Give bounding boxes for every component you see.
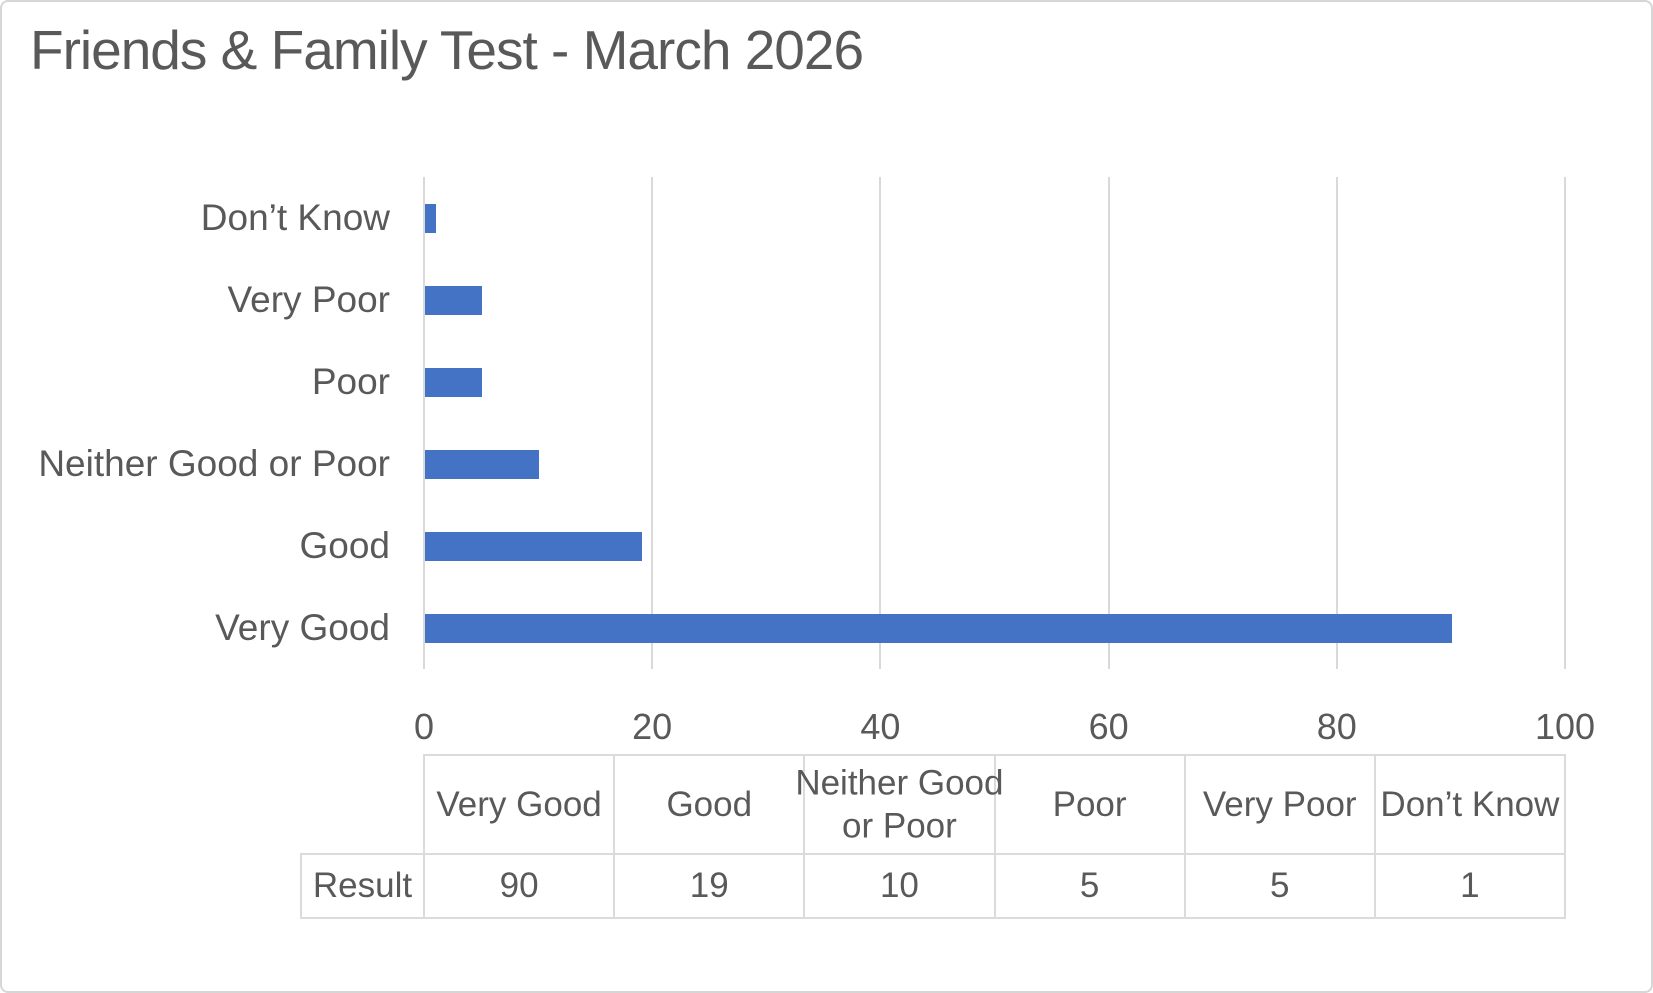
gridline (1564, 177, 1566, 669)
table-border-vertical (1373, 754, 1376, 919)
table-header-cell: Very Poor (1202, 784, 1357, 824)
table-header-cell: Don’t Know (1380, 784, 1560, 824)
gridline (651, 177, 654, 669)
x-tick-label: 60 (1088, 706, 1129, 747)
table-value-cell: 1 (1460, 866, 1480, 906)
category-label: Don’t Know (200, 197, 390, 238)
bar-good (425, 531, 642, 561)
table-border-middle (300, 853, 1566, 855)
x-tick-label: 20 (632, 706, 673, 747)
table-border-vertical (1564, 754, 1566, 919)
x-tick-label: 0 (413, 706, 435, 747)
table-value-cell: 5 (1270, 866, 1290, 906)
x-tick-label: 100 (1534, 706, 1596, 747)
gridline (879, 177, 882, 669)
category-label: Very Poor (227, 279, 390, 320)
bar-very-poor (425, 285, 483, 315)
gridline (1107, 177, 1110, 669)
category-label: Poor (311, 361, 390, 402)
table-header-cell: Very Good (436, 784, 602, 824)
category-label: Very Good (215, 607, 390, 648)
bar-poor (425, 367, 483, 397)
value-axis-line (423, 177, 425, 669)
x-tick-label: 40 (860, 706, 901, 747)
plot-area (423, 177, 1566, 669)
table-header-cell: Poor (1052, 784, 1127, 824)
table-border-vertical (613, 754, 616, 919)
table-header-cell: Good (666, 784, 753, 824)
table-value-cell: 10 (879, 866, 919, 906)
bar-very-good (425, 613, 1452, 643)
table-border-vertical (423, 754, 425, 919)
table-value-cell: 90 (499, 866, 539, 906)
table-value-cell: 5 (1079, 866, 1100, 906)
gridline (1335, 177, 1338, 669)
table-border-bottom (300, 917, 1566, 919)
category-label: Good (299, 525, 390, 566)
x-tick-label: 80 (1316, 706, 1357, 747)
chart-title: Friends & Family Test - March 2026 (30, 19, 864, 81)
table-value-cell: 19 (689, 866, 729, 906)
table-row-label: Result (312, 866, 413, 906)
table-border-vertical (1183, 754, 1186, 919)
table-header-cell: Neither Good or Poor (795, 762, 1004, 846)
category-label: Neither Good or Poor (38, 443, 390, 484)
bar-neither-good-or-poor (425, 449, 540, 479)
bar-don-t-know (425, 203, 437, 233)
table-border-vertical (803, 754, 806, 919)
table-border-left (300, 853, 302, 919)
table-border-vertical (993, 754, 996, 919)
